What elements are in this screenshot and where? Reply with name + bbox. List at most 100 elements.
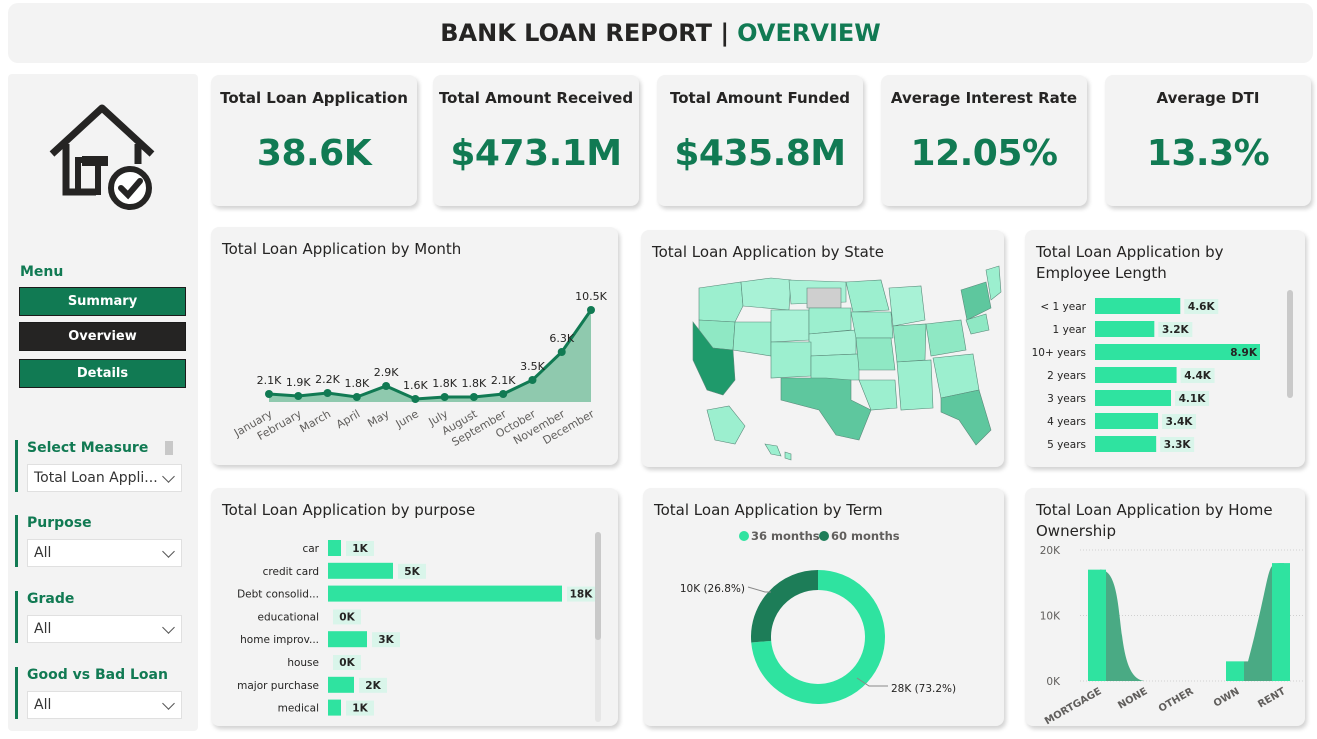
emp-bar: [1095, 390, 1172, 406]
emp-category-label: 5 years: [1047, 439, 1086, 451]
select-measure-title: Select Measure: [27, 440, 149, 456]
purpose-bar: [328, 676, 354, 693]
legend-36-months-marker: [739, 531, 749, 541]
emp-category-label: 1 year: [1053, 324, 1087, 336]
month-tick-label: March: [297, 407, 333, 435]
emp-category-label: 4 years: [1047, 416, 1086, 428]
purpose-label-bg: [372, 632, 400, 648]
kpi-value: 12.05%: [910, 133, 1058, 174]
month-point: [557, 348, 566, 356]
kpi-average-dti: Average DTI 13.3%: [1105, 75, 1311, 206]
purpose-data-label: 1K: [352, 703, 368, 715]
purpose-label-bg: [333, 655, 361, 670]
month-tick-label: May: [365, 407, 392, 430]
purpose-data-label: 0K: [339, 657, 355, 669]
details-button[interactable]: Details: [19, 359, 186, 388]
term-slice: [751, 570, 885, 704]
kpi-value: $473.1M: [450, 133, 622, 174]
report-subtitle: OVERVIEW: [737, 19, 881, 47]
home-x-tick-label: RENT: [1256, 686, 1287, 710]
menu-title: Menu: [20, 264, 64, 280]
select-measure-dropdown[interactable]: Total Loan Appli...: [27, 464, 182, 492]
month-data-label: 1.8K: [344, 377, 369, 390]
month-point: [352, 393, 361, 401]
purpose-bar: [328, 540, 341, 556]
emp-label-bg: [1175, 391, 1210, 406]
purpose-card: Total Loan Application by purpose car 1K c…: [211, 488, 618, 726]
purpose-category-label: medical: [278, 703, 319, 715]
emp-label-bg: [1162, 414, 1197, 429]
month-data-label: 2.9K: [374, 366, 399, 379]
sidebar: Menu Summary Overview Details Select Mea…: [8, 74, 198, 731]
emp-data-label: 4.1K: [1179, 393, 1207, 405]
emp-category-label: 3 years: [1047, 393, 1086, 405]
good-bad-loan-slicer: Good vs Bad Loan All: [15, 667, 185, 719]
purpose-data-label: 5K: [404, 566, 420, 578]
month-data-label: 1.8K: [432, 377, 457, 390]
chevron-down-icon: [162, 696, 175, 710]
summary-button[interactable]: Summary: [19, 287, 186, 316]
purpose-value: All: [34, 545, 52, 561]
month-line: [268, 309, 593, 401]
purpose-category-label: major purchase: [237, 680, 319, 692]
good-bad-loan-dropdown[interactable]: All: [27, 691, 182, 719]
purpose-data-label: 0K: [339, 611, 355, 623]
grade-title: Grade: [27, 591, 75, 607]
purpose-category-label: car: [302, 543, 319, 555]
kpi-label: Total Loan Application: [220, 89, 408, 107]
grade-value: All: [34, 621, 52, 637]
emp-length-title: Total Loan Application by Employee Lengt…: [1036, 243, 1224, 282]
chevron-down-icon: [162, 544, 175, 558]
emp-bar: [1095, 298, 1181, 314]
month-data-label: 3.5K: [520, 360, 545, 373]
purpose-bar: [328, 562, 393, 579]
purpose-label-bg: [398, 563, 426, 579]
home-bar: [1088, 569, 1106, 681]
purpose-scrollbar[interactable]: [595, 532, 601, 640]
month-point: [469, 393, 478, 401]
chevron-down-icon: [162, 620, 175, 634]
emp-data-label: 8.9K: [1230, 347, 1258, 359]
home-y-tick-label: 10K: [1040, 611, 1061, 623]
kpi-average-interest-rate: Average Interest Rate 12.05%: [881, 75, 1087, 206]
month-point: [587, 306, 595, 314]
month-point: [528, 376, 537, 384]
purpose-data-label: 3K: [378, 634, 394, 646]
measure-indicator-icon: [165, 441, 174, 455]
month-data-label: 10.5K: [575, 290, 607, 303]
kpi-label: Total Amount Funded: [670, 89, 850, 107]
month-area: [269, 310, 591, 402]
month-point: [499, 390, 508, 398]
emp-data-label: 3.2K: [1162, 324, 1190, 336]
home-y-tick-label: 0K: [1046, 676, 1061, 688]
emp-bar: [1095, 367, 1177, 383]
month-data-label: 2.1K: [257, 374, 282, 387]
purpose-dropdown[interactable]: All: [27, 539, 182, 567]
home-x-tick-label: OWN: [1212, 686, 1242, 709]
legend-60-months-label: 60 months: [831, 529, 900, 543]
month-area-chart: 2.1KJanuary1.9KFebruary2.2KMarch1.8KApri…: [231, 290, 608, 449]
overview-button[interactable]: Overview: [19, 322, 186, 351]
report-title: BANK LOAN REPORT |: [440, 19, 730, 47]
purpose-title: Purpose: [27, 515, 92, 531]
purpose-slicer: Purpose All: [15, 515, 185, 567]
home-bar: [1226, 661, 1244, 681]
house-check-icon: [49, 104, 155, 210]
month-point: [440, 393, 449, 401]
month-point: [323, 389, 332, 397]
month-tick-label: April: [334, 407, 362, 431]
emp-bar: [1095, 413, 1159, 429]
good-bad-loan-value: All: [34, 697, 52, 713]
state-map-title: Total Loan Application by State: [652, 243, 884, 261]
month-point: [411, 395, 420, 403]
emp-label-bg: [1184, 299, 1219, 314]
purpose-category-label: credit card: [263, 566, 319, 578]
emp-length-bar-chart: < 1 year 4.6K 1 year 3.2K 10+ years 8.9K 2 yea…: [1032, 298, 1260, 452]
grade-dropdown[interactable]: All: [27, 615, 182, 643]
purpose-category-label: house: [287, 657, 319, 669]
home-x-tick-label: OTHER: [1157, 686, 1196, 715]
kpi-label: Average Interest Rate: [890, 89, 1078, 107]
us-state-map: [692, 265, 1002, 461]
emp-length-scrollbar[interactable]: [1287, 290, 1293, 398]
month-data-label: 1.6K: [403, 379, 428, 392]
